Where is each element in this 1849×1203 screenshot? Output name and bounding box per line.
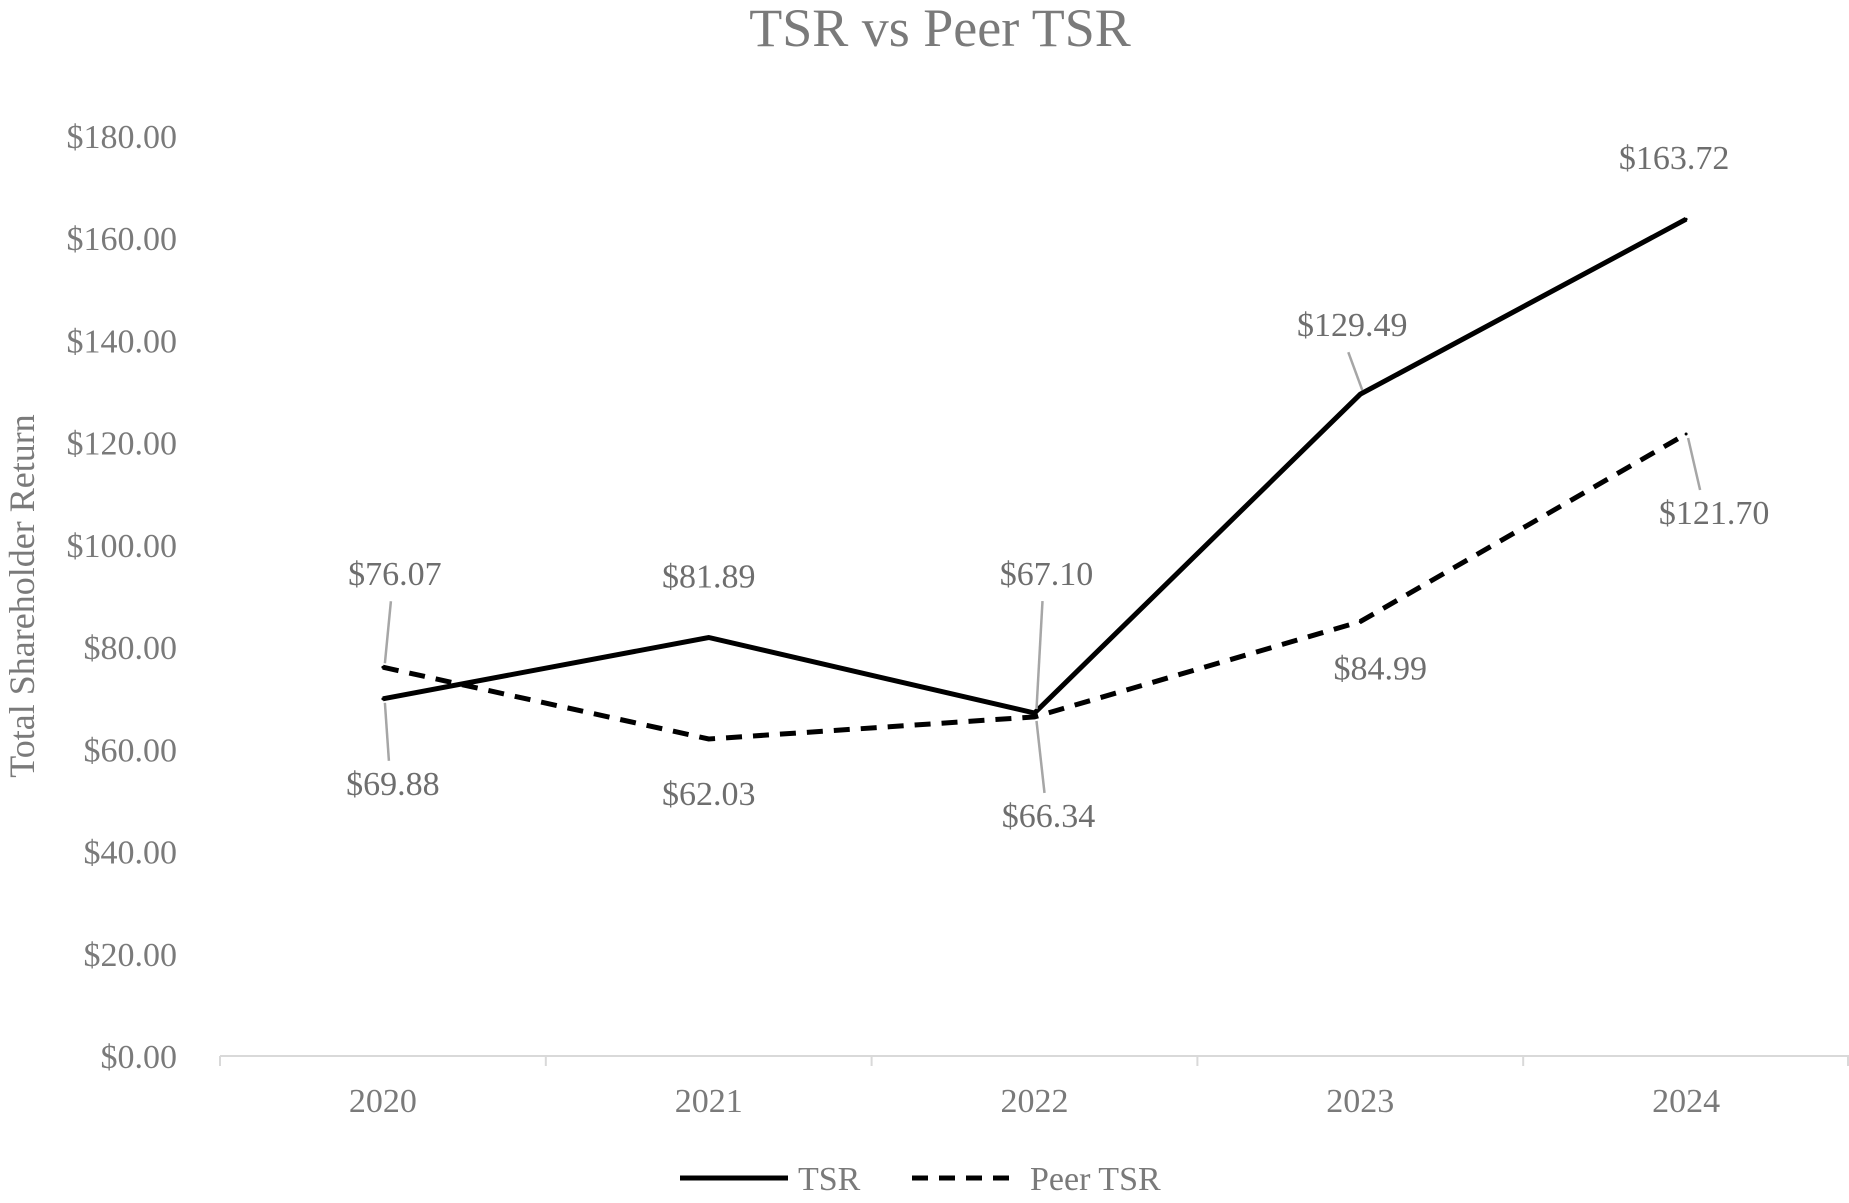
- data-label: $67.10: [1000, 556, 1094, 593]
- y-tick-label: $100.00: [67, 528, 178, 565]
- y-tick-label: $120.00: [67, 426, 178, 463]
- y-tick-label: $0.00: [101, 1039, 178, 1076]
- data-label: $129.49: [1297, 307, 1408, 344]
- y-axis-label: Total Shareholder Return: [2, 414, 42, 777]
- y-tick-label: $140.00: [67, 323, 178, 360]
- y-tick-label: $180.00: [67, 119, 178, 156]
- data-label-leader-line: [1686, 437, 1702, 491]
- data-point: [1358, 620, 1362, 624]
- data-point: [1033, 711, 1036, 715]
- x-tick-label: 2022: [1001, 1083, 1069, 1120]
- legend: TSR Peer TSR: [680, 1161, 1161, 1198]
- x-tick-label: 2023: [1326, 1083, 1394, 1120]
- data-label: $62.03: [662, 776, 756, 813]
- y-tick-label: $80.00: [84, 630, 178, 667]
- data-point: [1684, 432, 1688, 436]
- data-label: $69.88: [346, 766, 440, 803]
- data-point: [381, 665, 385, 669]
- data-label: $81.89: [662, 558, 756, 595]
- data-point: [381, 697, 385, 701]
- data-point: [707, 737, 711, 741]
- data-label-leader-line: [1035, 720, 1046, 794]
- data-label-layer: $69.88 $81.89 $67.10 $129.49 $163.72 $76.07 $6…: [346, 140, 1769, 835]
- data-point: [1684, 217, 1688, 221]
- legend-label-peer-tsr: Peer TSR: [1030, 1161, 1161, 1198]
- x-tick-label: 2024: [1652, 1083, 1720, 1120]
- y-tick-label: $160.00: [67, 221, 178, 258]
- data-point: [1033, 715, 1036, 719]
- axis-layer: 2020 2021 2022 2023 2024 $0.00 $20.00 $40.00 $60…: [67, 119, 1849, 1120]
- x-tick-label: 2021: [675, 1083, 743, 1120]
- data-label-leader-line: [1347, 351, 1364, 391]
- data-label: $121.70: [1659, 495, 1770, 532]
- y-tick-label: $60.00: [84, 732, 178, 769]
- series-layer: [381, 216, 1688, 742]
- y-tick-label: $40.00: [84, 835, 178, 872]
- data-point: [1358, 392, 1362, 396]
- chart-title: TSR vs Peer TSR: [749, 0, 1131, 58]
- data-label: $163.72: [1619, 140, 1730, 177]
- series-line-tsr: [382, 216, 1688, 716]
- data-label: $76.07: [348, 556, 442, 593]
- y-tick-label: $20.00: [84, 937, 178, 974]
- data-label-leader-line: [383, 601, 393, 664]
- data-label-leader-line: [1035, 600, 1044, 710]
- data-label: $66.34: [1002, 798, 1096, 835]
- data-label: $84.99: [1334, 651, 1428, 688]
- legend-label-tsr: TSR: [798, 1161, 861, 1198]
- x-tick-label: 2020: [349, 1083, 417, 1120]
- data-point: [707, 635, 711, 639]
- data-label-leader-line: [383, 702, 391, 761]
